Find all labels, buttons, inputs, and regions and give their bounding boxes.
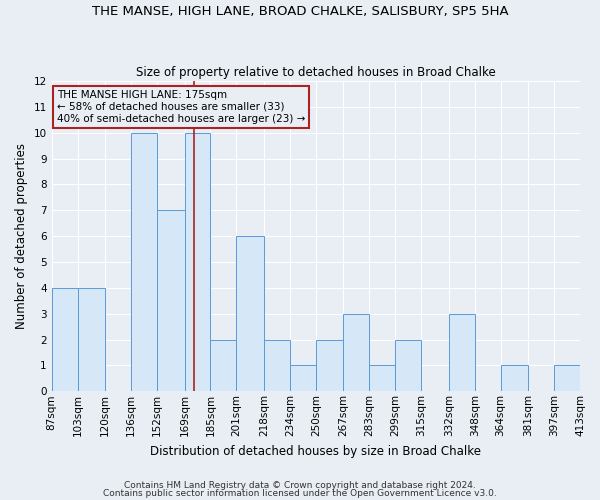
Bar <box>264 340 290 392</box>
Text: THE MANSE HIGH LANE: 175sqm
← 58% of detached houses are smaller (33)
40% of sem: THE MANSE HIGH LANE: 175sqm ← 58% of det… <box>57 90 305 124</box>
Title: Size of property relative to detached houses in Broad Chalke: Size of property relative to detached ho… <box>136 66 496 78</box>
Bar <box>316 340 343 392</box>
Bar <box>500 366 528 392</box>
Bar <box>395 340 421 392</box>
Bar <box>449 314 475 392</box>
Text: Contains public sector information licensed under the Open Government Licence v3: Contains public sector information licen… <box>103 488 497 498</box>
Bar <box>343 314 370 392</box>
Text: Contains HM Land Registry data © Crown copyright and database right 2024.: Contains HM Land Registry data © Crown c… <box>124 481 476 490</box>
Bar <box>131 133 157 392</box>
X-axis label: Distribution of detached houses by size in Broad Chalke: Distribution of detached houses by size … <box>151 444 481 458</box>
Bar <box>157 210 185 392</box>
Bar <box>370 366 395 392</box>
Bar <box>290 366 316 392</box>
Bar <box>211 340 236 392</box>
Bar <box>236 236 264 392</box>
Bar <box>554 366 580 392</box>
Bar <box>185 133 211 392</box>
Bar <box>52 288 77 392</box>
Text: THE MANSE, HIGH LANE, BROAD CHALKE, SALISBURY, SP5 5HA: THE MANSE, HIGH LANE, BROAD CHALKE, SALI… <box>92 5 508 18</box>
Bar <box>77 288 105 392</box>
Y-axis label: Number of detached properties: Number of detached properties <box>15 143 28 329</box>
